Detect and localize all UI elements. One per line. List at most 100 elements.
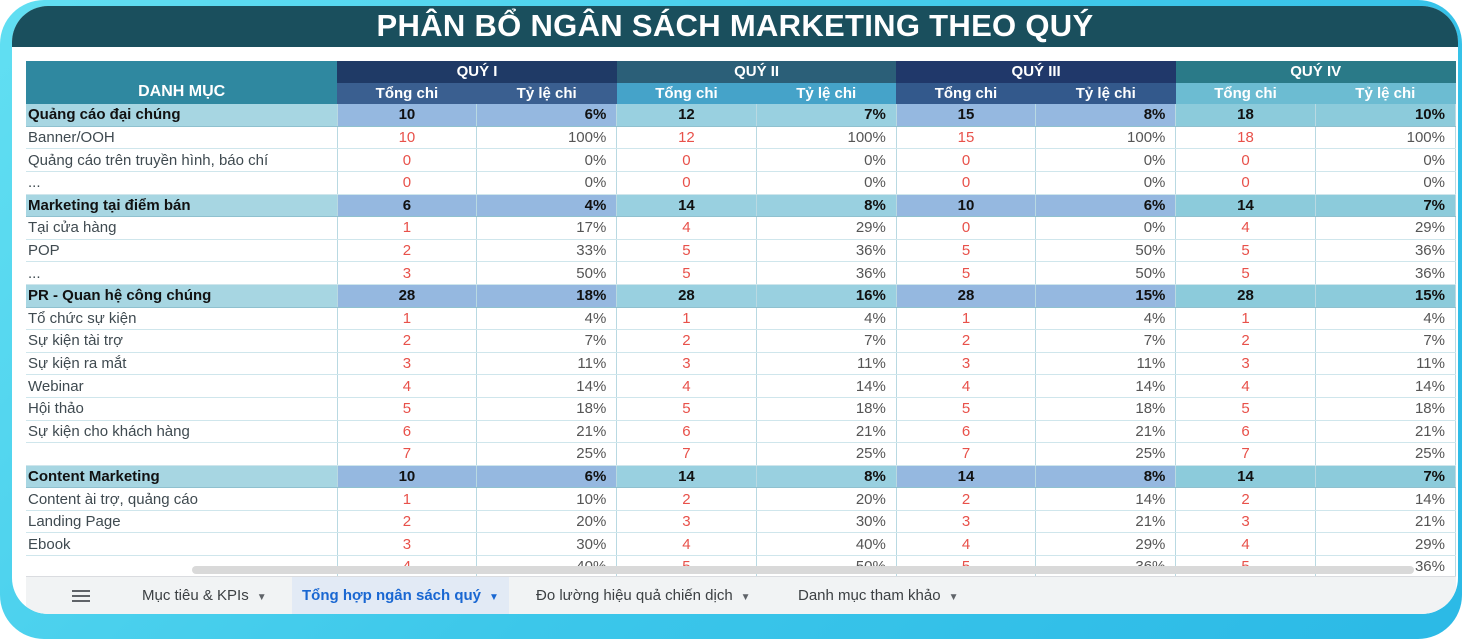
ratio-cell[interactable]: 36% bbox=[1315, 261, 1457, 285]
ratio-cell[interactable]: 0% bbox=[476, 171, 618, 195]
ratio-cell[interactable]: 100% bbox=[1315, 126, 1457, 150]
total-cell[interactable]: 1 bbox=[337, 216, 478, 240]
total-cell[interactable]: 0 bbox=[896, 148, 1037, 172]
row-label-cell[interactable]: Sự kiện cho khách hàng bbox=[26, 420, 338, 444]
ratio-cell[interactable]: 50% bbox=[1035, 239, 1177, 263]
total-cell[interactable]: 14 bbox=[1175, 465, 1316, 489]
total-cell[interactable]: 1 bbox=[337, 487, 478, 511]
ratio-cell[interactable]: 4% bbox=[1035, 307, 1177, 331]
total-cell[interactable]: 14 bbox=[616, 194, 757, 218]
ratio-cell[interactable]: 14% bbox=[1035, 374, 1177, 398]
total-cell[interactable]: 18 bbox=[1175, 126, 1316, 150]
tab-danh-muc-tham-khao[interactable]: Danh mục tham khảo ▼ bbox=[788, 577, 968, 614]
total-cell[interactable]: 15 bbox=[896, 126, 1037, 150]
ratio-cell[interactable]: 29% bbox=[756, 216, 897, 240]
ratio-cell[interactable]: 29% bbox=[1315, 216, 1457, 240]
row-label-cell[interactable]: Landing Page bbox=[26, 510, 338, 534]
total-header[interactable]: Tổng chi bbox=[1175, 82, 1316, 105]
ratio-cell[interactable]: 40% bbox=[756, 532, 897, 557]
total-cell[interactable]: 15 bbox=[896, 104, 1037, 127]
row-label-cell[interactable]: Sự kiện tài trợ bbox=[26, 329, 338, 353]
row-label-cell[interactable]: Content Marketing bbox=[26, 465, 338, 489]
ratio-cell[interactable]: 6% bbox=[1035, 194, 1177, 218]
total-cell[interactable]: 0 bbox=[337, 148, 478, 172]
total-cell[interactable]: 6 bbox=[616, 420, 757, 444]
ratio-cell[interactable]: 4% bbox=[1315, 307, 1457, 331]
total-cell[interactable]: 7 bbox=[896, 442, 1037, 466]
ratio-cell[interactable]: 21% bbox=[476, 420, 618, 444]
ratio-cell[interactable]: 18% bbox=[1315, 397, 1457, 421]
ratio-cell[interactable]: 7% bbox=[756, 104, 897, 127]
total-cell[interactable]: 3 bbox=[616, 510, 757, 534]
row-label-cell[interactable]: Content ài trợ, quảng cáo bbox=[26, 487, 338, 511]
row-label-cell[interactable]: Quảng cáo trên truyền hình, báo chí bbox=[26, 148, 338, 172]
row-label-cell[interactable]: ... bbox=[26, 261, 338, 285]
ratio-cell[interactable]: 0% bbox=[476, 148, 618, 172]
ratio-header[interactable]: Tỷ lệ chi bbox=[1035, 82, 1176, 105]
ratio-cell[interactable]: 18% bbox=[756, 397, 897, 421]
total-cell[interactable]: 2 bbox=[896, 487, 1037, 511]
total-cell[interactable]: 3 bbox=[337, 261, 478, 285]
ratio-cell[interactable]: 7% bbox=[756, 329, 897, 353]
tab-tong-hop-ngan-sach-quy[interactable]: Tổng hợp ngân sách quý ▼ bbox=[292, 577, 509, 614]
total-cell[interactable]: 3 bbox=[1175, 510, 1316, 534]
ratio-cell[interactable]: 0% bbox=[1035, 148, 1177, 172]
ratio-header[interactable]: Tỷ lệ chi bbox=[756, 82, 897, 105]
total-cell[interactable]: 28 bbox=[1175, 284, 1316, 308]
ratio-cell[interactable]: 6% bbox=[476, 104, 618, 127]
total-cell[interactable]: 5 bbox=[616, 239, 757, 263]
total-cell[interactable]: 2 bbox=[1175, 329, 1316, 353]
ratio-cell[interactable]: 36% bbox=[1315, 239, 1457, 263]
ratio-cell[interactable]: 11% bbox=[756, 352, 897, 376]
total-cell[interactable]: 5 bbox=[1175, 261, 1316, 285]
total-cell[interactable]: 2 bbox=[337, 329, 478, 353]
total-cell[interactable]: 10 bbox=[337, 126, 478, 150]
total-cell[interactable]: 4 bbox=[896, 532, 1037, 557]
ratio-cell[interactable]: 0% bbox=[1035, 171, 1177, 195]
row-label-cell[interactable]: Quảng cáo đại chúng bbox=[26, 104, 338, 127]
total-cell[interactable]: 5 bbox=[616, 397, 757, 421]
ratio-cell[interactable]: 16% bbox=[756, 284, 897, 308]
total-cell[interactable]: 10 bbox=[337, 104, 478, 127]
total-cell[interactable]: 3 bbox=[337, 532, 478, 557]
total-cell[interactable]: 28 bbox=[616, 284, 757, 308]
row-label-cell[interactable]: Banner/OOH bbox=[26, 126, 338, 150]
ratio-cell[interactable]: 50% bbox=[1035, 261, 1177, 285]
ratio-cell[interactable]: 14% bbox=[1315, 487, 1457, 511]
total-cell[interactable]: 5 bbox=[337, 397, 478, 421]
total-cell[interactable]: 7 bbox=[337, 442, 478, 466]
quarter-header[interactable]: QUÝ II bbox=[616, 61, 897, 83]
ratio-cell[interactable]: 36% bbox=[756, 261, 897, 285]
ratio-cell[interactable]: 36% bbox=[756, 239, 897, 263]
ratio-cell[interactable]: 4% bbox=[476, 194, 618, 218]
total-cell[interactable]: 5 bbox=[1175, 239, 1316, 263]
total-cell[interactable]: 14 bbox=[896, 465, 1037, 489]
ratio-cell[interactable]: 8% bbox=[1035, 104, 1177, 127]
row-label-cell[interactable]: Hội thảo bbox=[26, 397, 338, 421]
ratio-cell[interactable]: 14% bbox=[756, 374, 897, 398]
ratio-header[interactable]: Tỷ lệ chi bbox=[1315, 82, 1456, 105]
row-label-cell[interactable]: Webinar bbox=[26, 374, 338, 398]
category-header[interactable]: DANH MỤC bbox=[26, 61, 338, 105]
quarter-header[interactable]: QUÝ III bbox=[896, 61, 1176, 83]
total-cell[interactable]: 4 bbox=[1175, 532, 1316, 557]
ratio-cell[interactable]: 4% bbox=[476, 307, 618, 331]
total-header[interactable]: Tổng chi bbox=[616, 82, 757, 105]
ratio-cell[interactable]: 11% bbox=[1035, 352, 1177, 376]
total-cell[interactable]: 4 bbox=[896, 374, 1037, 398]
tab-muc-tieu-kpis[interactable]: Mục tiêu & KPIs ▼ bbox=[132, 577, 277, 614]
total-cell[interactable]: 1 bbox=[337, 307, 478, 331]
total-cell[interactable]: 5 bbox=[896, 261, 1037, 285]
ratio-cell[interactable]: 7% bbox=[1315, 465, 1457, 489]
row-label-cell[interactable]: ... bbox=[26, 171, 338, 195]
ratio-cell[interactable]: 18% bbox=[476, 284, 618, 308]
total-cell[interactable]: 0 bbox=[896, 216, 1037, 240]
ratio-cell[interactable]: 15% bbox=[1315, 284, 1457, 308]
ratio-cell[interactable]: 25% bbox=[1315, 442, 1457, 466]
ratio-cell[interactable]: 30% bbox=[476, 532, 618, 557]
total-cell[interactable]: 6 bbox=[337, 420, 478, 444]
total-cell[interactable]: 0 bbox=[1175, 148, 1316, 172]
total-cell[interactable]: 4 bbox=[616, 216, 757, 240]
ratio-cell[interactable]: 21% bbox=[756, 420, 897, 444]
total-cell[interactable]: 5 bbox=[896, 397, 1037, 421]
